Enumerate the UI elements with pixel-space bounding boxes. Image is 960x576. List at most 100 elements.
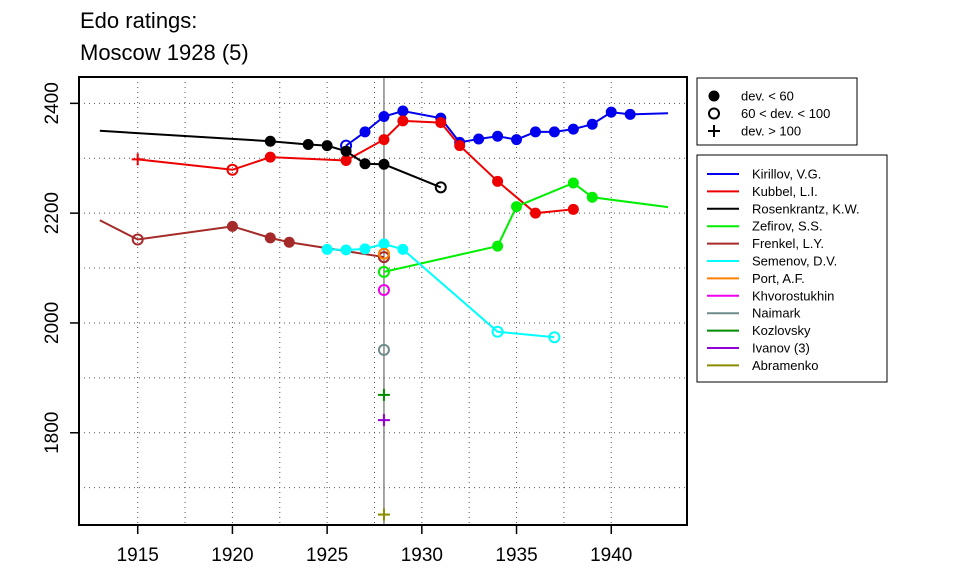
data-point	[377, 508, 390, 521]
data-point	[397, 115, 409, 127]
series-line	[327, 242, 555, 339]
x-tick-label: 1940	[590, 545, 632, 566]
y-tick-label: 2400	[42, 82, 63, 124]
series-naimark	[377, 343, 390, 356]
data-point	[340, 154, 352, 166]
data-point	[435, 117, 447, 129]
data-point	[586, 191, 598, 203]
data-point	[321, 243, 333, 255]
series-port-a-f-	[377, 247, 390, 260]
series-line	[137, 119, 574, 215]
data-point	[567, 203, 579, 215]
series-line	[345, 110, 669, 147]
series-kirillov-v-g-	[340, 105, 669, 152]
data-point	[473, 133, 485, 145]
series-kubbel-l-i-	[131, 115, 579, 219]
legend-label: Rosenkrantz, K.W.	[752, 201, 860, 216]
data-point	[283, 236, 295, 248]
data-point	[378, 238, 390, 250]
data-point	[264, 232, 276, 244]
series-frenkel-l-y-	[99, 219, 390, 264]
data-point	[378, 111, 390, 123]
x-tick-label: 1935	[495, 545, 537, 566]
legend-label: Abramenko	[752, 358, 818, 373]
marker-legend-label: dev. > 100	[741, 124, 801, 139]
legend-label: Naimark	[752, 306, 801, 321]
data-point	[605, 106, 617, 118]
data-point	[529, 207, 541, 219]
data-point	[359, 158, 371, 170]
series-legend: Kirillov, V.G. Kubbel, L.I. Rosenkrantz, K…	[696, 154, 888, 383]
series-legend-box	[696, 154, 888, 383]
marker-legend-symbol	[708, 90, 720, 102]
data-point	[340, 145, 352, 157]
data-point	[492, 130, 504, 142]
data-point	[548, 331, 561, 344]
data-point	[397, 105, 409, 117]
chart-title-line1: Edo ratings:	[80, 8, 198, 33]
chart-title-line2: Moscow 1928 (5)	[80, 40, 249, 65]
marker-legend-box	[696, 77, 858, 146]
x-tick-label: 1920	[211, 545, 253, 566]
data-point	[377, 284, 390, 297]
legend-label: Khvorostukhin	[752, 288, 834, 303]
data-point	[548, 126, 560, 138]
y-tick-label: 2200	[42, 192, 63, 234]
series-abramenko	[377, 508, 390, 521]
data-point	[131, 153, 144, 166]
x-tick-label: 1915	[117, 545, 159, 566]
data-point	[377, 247, 390, 260]
data-point	[131, 233, 144, 246]
legend-label: Kirillov, V.G.	[752, 167, 821, 182]
data-point	[586, 118, 598, 130]
data-point	[377, 388, 390, 401]
series-line	[99, 219, 385, 259]
series-khvorostukhin	[377, 284, 390, 297]
data-point	[454, 140, 466, 152]
data-point	[397, 243, 409, 255]
plot-frame	[78, 76, 688, 526]
series-line	[383, 181, 669, 273]
data-point	[491, 325, 504, 338]
data-point	[511, 134, 523, 146]
legend-label: Port, A.F.	[752, 271, 805, 286]
marker-legend-symbol	[708, 125, 720, 137]
data-point	[264, 135, 276, 147]
data-point	[378, 158, 390, 170]
data-point	[321, 140, 333, 152]
data-point	[511, 201, 523, 213]
y-tick-label: 2000	[42, 302, 63, 344]
data-point	[359, 126, 371, 138]
data-point	[340, 244, 352, 256]
data-point	[226, 163, 239, 176]
data-point	[529, 126, 541, 138]
legend-label: Frenkel, L.Y.	[752, 236, 824, 251]
series-kozlovsky	[377, 388, 390, 401]
series-zefirov-s-s-	[377, 177, 669, 278]
data-point	[377, 414, 390, 427]
series-ivanov-3-	[377, 414, 390, 427]
data-point	[359, 243, 371, 255]
data-point	[264, 151, 276, 163]
series-semenov-d-v-	[321, 238, 561, 344]
marker-legend: dev. < 60 60 < dev. < 100 dev. > 100	[696, 77, 858, 146]
data-point	[302, 139, 314, 151]
data-point	[624, 108, 636, 120]
marker-legend-label: dev. < 60	[741, 89, 794, 104]
series-rosenkrantz-k-w-	[99, 129, 447, 194]
marker-legend-label: 60 < dev. < 100	[741, 106, 830, 121]
data-point	[377, 343, 390, 356]
data-point	[377, 265, 390, 278]
legend-label: Kozlovsky	[752, 323, 811, 338]
legend-label: Zefirov, S.S.	[752, 219, 823, 234]
data-point	[226, 220, 238, 232]
data-point	[567, 123, 579, 135]
data-point	[378, 134, 390, 146]
legend-label: Ivanov (3)	[752, 341, 810, 356]
legend-label: Kubbel, L.I.	[752, 184, 818, 199]
marker-legend-symbol	[708, 107, 720, 120]
x-tick-label: 1930	[401, 545, 443, 566]
data-point	[434, 181, 447, 194]
x-tick-label: 1925	[306, 545, 348, 566]
